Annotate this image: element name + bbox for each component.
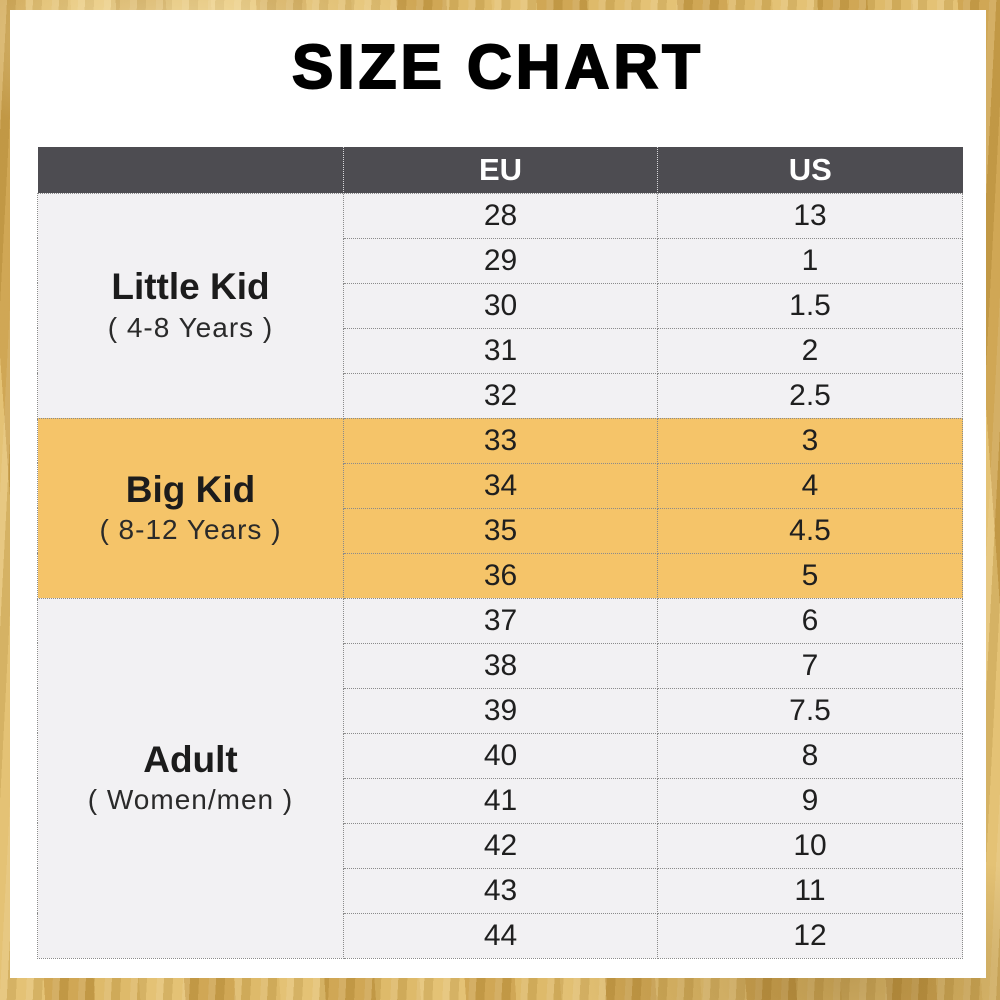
header-us-cell: US	[657, 147, 963, 193]
us-size-cell: 7	[657, 642, 963, 689]
us-size-cell: 1	[657, 237, 963, 284]
header-category-cell	[37, 147, 344, 193]
us-size-cell: 6	[657, 597, 963, 644]
table-row: 31 2	[38, 327, 963, 374]
us-size-cell: 2.5	[657, 372, 963, 419]
group-cell-big-kid: Big Kid ( 8-12 Years )	[37, 417, 344, 599]
group-label: Big Kid	[125, 468, 256, 510]
eu-size-cell: 30	[343, 282, 658, 329]
eu-size-cell: 28	[343, 192, 658, 239]
us-size-cell: 4	[657, 462, 963, 509]
eu-size-cell: 31	[343, 327, 658, 374]
eu-size-cell: 29	[343, 237, 658, 284]
us-size-cell: 3	[657, 417, 963, 464]
eu-size-cell: 35	[343, 507, 658, 554]
table-row: 42 10	[38, 822, 963, 869]
group-sublabel: ( 4-8 Years )	[107, 311, 274, 343]
eu-size-cell: 43	[343, 867, 658, 914]
us-size-cell: 8	[657, 732, 963, 779]
us-size-cell: 4.5	[657, 507, 963, 554]
table-row: Little Kid( 4-8 Years ) 28 13	[37, 192, 963, 419]
table-header: EU US	[37, 147, 963, 193]
eu-size-cell: 39	[343, 687, 658, 734]
us-size-cell: 1.5	[657, 282, 963, 329]
table-row: 32 2.5	[38, 372, 963, 419]
table-row: 41 9	[38, 777, 963, 824]
us-size-cell: 13	[657, 192, 963, 239]
table-header-row: EU US	[37, 147, 963, 193]
group-sublabel: ( 8-12 Years )	[99, 514, 282, 545]
group-cell-little-kid: Little Kid( 4-8 Years )	[37, 192, 344, 419]
us-size-cell: 12	[657, 912, 963, 959]
eu-size-cell: 37	[343, 597, 658, 644]
table-row: 38 7	[38, 642, 963, 689]
table-row: 30 1.5	[38, 282, 963, 329]
table-row: 39 7.5	[38, 687, 963, 734]
eu-size-cell: 44	[343, 912, 658, 959]
group-label: Little Kid	[111, 266, 270, 308]
group-label: Adult	[143, 738, 238, 780]
size-chart-table-body: Little Kid( 4-8 Years ) 28 13 29 1 30 1.5 31 2 32…	[37, 192, 963, 959]
table-row: Big Kid ( 8-12 Years ) 33 3	[37, 417, 963, 599]
table-row: 43 11	[38, 867, 963, 914]
table-row: 44 12	[38, 912, 963, 959]
us-size-cell: 9	[657, 777, 963, 824]
us-size-cell: 11	[657, 867, 963, 914]
table-row: 34 4	[38, 462, 963, 509]
group-sublabel: ( Women/men )	[87, 784, 294, 815]
us-size-cell: 7.5	[657, 687, 963, 734]
group-cell-adult: Adult ( Women/men )	[37, 597, 344, 959]
size-chart-table: EU US Little Kid( 4-8 Years ) 28 13 29 1 30 1.…	[37, 147, 963, 959]
table-row: Adult ( Women/men ) 37 6	[37, 597, 963, 959]
table-row: 29 1	[38, 237, 963, 284]
us-size-cell: 5	[657, 552, 963, 599]
header-eu-cell: EU	[343, 147, 658, 193]
eu-size-cell: 36	[343, 552, 658, 599]
eu-size-cell: 42	[343, 822, 658, 869]
eu-size-cell: 33	[343, 417, 658, 464]
eu-size-cell: 34	[343, 462, 658, 509]
us-size-cell: 2	[657, 327, 963, 374]
table-row: 36 5	[38, 552, 963, 599]
eu-size-cell: 32	[343, 372, 658, 419]
table-row: 40 8	[38, 732, 963, 779]
eu-size-cell: 38	[343, 642, 658, 689]
eu-size-cell: 41	[343, 777, 658, 824]
eu-size-cell: 40	[343, 732, 658, 779]
page-title: SIZE CHART	[291, 32, 704, 103]
size-chart-card: SIZE CHART EU US Little Kid( 4-8 Years )…	[10, 10, 986, 978]
us-size-cell: 10	[657, 822, 963, 869]
